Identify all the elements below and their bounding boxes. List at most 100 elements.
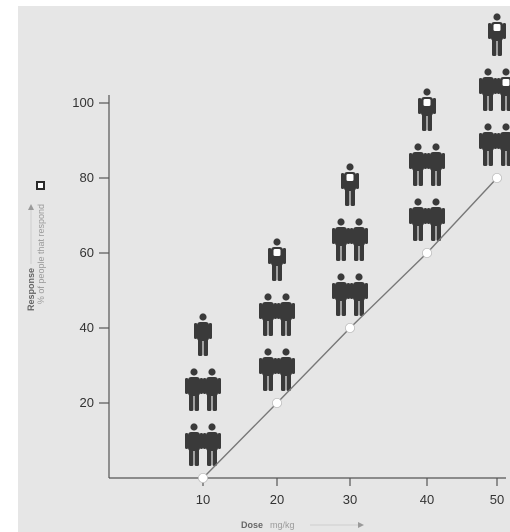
person-icon	[185, 368, 203, 411]
person-leg	[488, 149, 493, 166]
person-leg	[427, 114, 432, 131]
person-arm	[332, 228, 336, 244]
person-highlight	[273, 249, 281, 256]
person-arm	[409, 208, 413, 224]
person-body	[412, 207, 424, 226]
person-leg	[354, 299, 359, 316]
person-leg	[506, 149, 510, 166]
person-arm	[273, 303, 277, 319]
person-arm	[502, 23, 506, 39]
person-leg	[194, 449, 199, 466]
person-arm	[418, 98, 422, 114]
person-body	[430, 207, 442, 226]
person-leg	[359, 244, 364, 261]
person-head	[484, 123, 492, 131]
y-tick-label-60: 60	[80, 245, 94, 260]
person-icon	[268, 238, 286, 281]
person-icon	[418, 88, 436, 131]
person-leg	[501, 94, 506, 111]
person-body	[482, 77, 494, 96]
person-head	[355, 218, 363, 226]
person-leg	[263, 374, 268, 391]
person-body	[353, 227, 365, 246]
person-arm	[355, 173, 359, 189]
person-leg	[336, 299, 341, 316]
person-head	[432, 143, 440, 151]
y-tick-label-20: 20	[80, 395, 94, 410]
person-body	[353, 282, 365, 301]
person-head	[337, 218, 345, 226]
person-icon	[350, 273, 368, 316]
person-head	[432, 198, 440, 206]
person-head	[423, 88, 431, 96]
person-head	[337, 273, 345, 281]
person-leg	[194, 394, 199, 411]
person-icon	[350, 218, 368, 261]
person-body	[262, 302, 274, 321]
person-leg	[263, 319, 268, 336]
data-point-20	[271, 397, 282, 408]
person-arm	[427, 153, 431, 169]
person-head	[414, 143, 422, 151]
x-tick-label-20: 20	[270, 492, 284, 507]
person-arm	[423, 153, 427, 169]
x-tick-label-50: 50	[490, 492, 504, 507]
x-axis-arrow-head	[358, 522, 364, 528]
person-icon	[427, 198, 445, 241]
person-leg	[483, 94, 488, 111]
person-head	[199, 313, 207, 321]
person-head	[502, 123, 510, 131]
person-arm	[259, 303, 263, 319]
person-arm	[350, 228, 354, 244]
person-arm	[350, 283, 354, 299]
person-icon	[194, 313, 212, 356]
person-leg	[422, 114, 427, 131]
person-head	[208, 368, 216, 376]
person-leg	[354, 244, 359, 261]
person-arm	[194, 323, 198, 339]
person-arm	[203, 433, 207, 449]
person-arm	[273, 358, 277, 374]
person-leg	[501, 149, 506, 166]
person-leg	[268, 319, 273, 336]
person-leg	[207, 449, 212, 466]
person-head	[493, 13, 501, 21]
person-body	[197, 322, 209, 341]
person-leg	[207, 394, 212, 411]
person-icon	[497, 68, 510, 111]
person-leg	[431, 169, 436, 186]
person-head	[273, 238, 281, 246]
x-tick-label-30: 30	[343, 492, 357, 507]
person-arm	[364, 228, 368, 244]
person-leg	[413, 169, 418, 186]
person-body	[280, 357, 292, 376]
person-leg	[272, 264, 277, 281]
person-icon	[259, 348, 277, 391]
y-axis-arrow-head	[28, 204, 34, 210]
person-arm	[259, 358, 263, 374]
person-icon	[203, 368, 221, 411]
x-axis-unit: mg/kg	[270, 520, 295, 530]
y-axis-title: Response % of people that respond	[26, 204, 46, 311]
data-point-40	[421, 247, 432, 258]
person-body	[430, 152, 442, 171]
person-icon	[203, 423, 221, 466]
person-head	[502, 68, 510, 76]
person-icon	[409, 143, 427, 186]
person-arm	[185, 378, 189, 394]
person-arm	[346, 283, 350, 299]
person-head	[484, 68, 492, 76]
person-leg	[212, 449, 217, 466]
person-leg	[198, 339, 203, 356]
person-arm	[432, 98, 436, 114]
person-arm	[441, 153, 445, 169]
person-highlight	[502, 79, 510, 86]
y-axis-legend-icon-inner	[38, 183, 43, 188]
person-icon	[497, 123, 510, 166]
person-icon	[427, 143, 445, 186]
person-leg	[189, 449, 194, 466]
person-body	[482, 132, 494, 151]
person-leg	[286, 374, 291, 391]
person-leg	[350, 189, 355, 206]
person-head	[190, 368, 198, 376]
